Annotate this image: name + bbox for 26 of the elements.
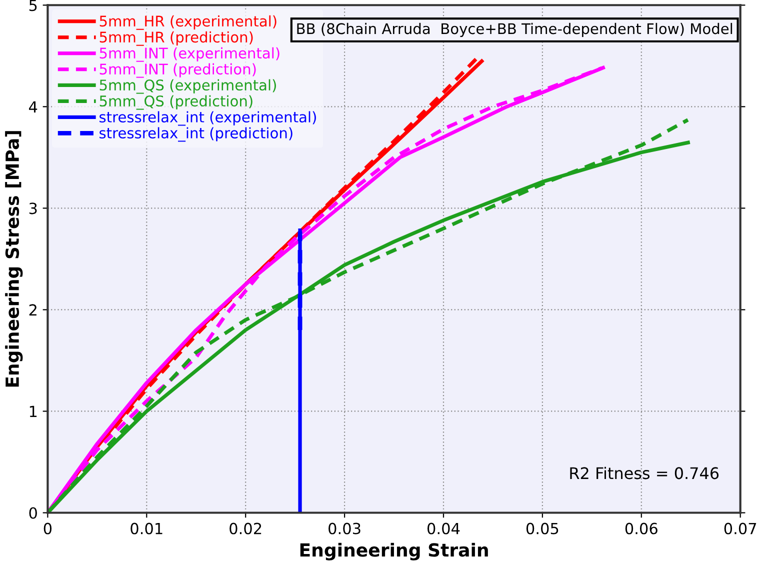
legend-label: 5mm_QS (experimental) — [100, 79, 276, 94]
legend-label: 5mm_HR (prediction) — [100, 31, 253, 46]
x-axis-title: Engineering Strain — [300, 542, 488, 560]
annotation: BB (8Chain Arruda Boyce+BB Time-dependent Flow) Model — [297, 22, 732, 38]
legend-label: 5mm_HR (experimental) — [100, 15, 276, 30]
x-tick-label: 0.05 — [526, 522, 558, 534]
legend-label: 5mm_INT (experimental) — [100, 47, 280, 62]
x-tick-label: 0.02 — [230, 522, 262, 534]
x-tick-label: 0.06 — [625, 522, 658, 534]
annotation: R2 Fitness = 0.746 — [570, 466, 719, 480]
x-tick-label: 0.04 — [427, 522, 460, 534]
y-tick-label: 2 — [29, 304, 36, 316]
x-tick-label: 0.07 — [724, 522, 756, 534]
y-tick-label: 1 — [30, 406, 37, 418]
y-tick-label: 3 — [29, 202, 37, 214]
x-tick-label: 0.01 — [130, 522, 162, 534]
y-tick-label: 0 — [29, 507, 37, 519]
legend-label: 5mm_QS (prediction) — [100, 95, 252, 110]
legend-label: stressrelax_int (prediction) — [100, 127, 292, 142]
x-tick-label: 0 — [44, 522, 52, 534]
legend-label: stressrelax_int (experimental) — [100, 111, 316, 126]
x-tick-label: 0.03 — [328, 522, 360, 534]
legend-label: 5mm_INT (prediction) — [100, 63, 256, 78]
y-axis-title: Engineering Stress [MPa] — [5, 131, 23, 387]
y-tick-label: 4 — [28, 101, 38, 112]
y-tick-label: 5 — [29, 0, 37, 12]
